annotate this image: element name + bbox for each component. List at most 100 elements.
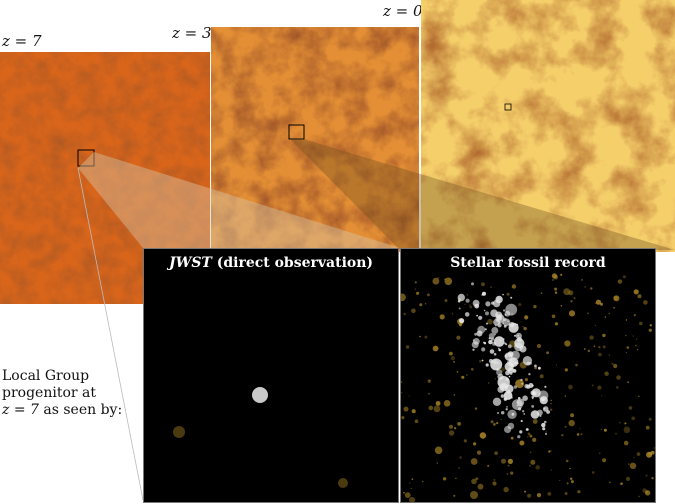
fossil-star-gold <box>533 304 537 309</box>
fossil-star-gold <box>619 421 621 424</box>
fossil-star-gold <box>409 482 411 484</box>
fossil-star-gold <box>616 386 619 389</box>
fossil-star-gold <box>550 469 552 471</box>
fossil-star-gold <box>564 492 568 495</box>
fossil-star-white <box>508 357 519 367</box>
fossil-star-gold <box>625 334 627 337</box>
cosmic-web-snapshot-z0 <box>421 0 675 252</box>
fossil-star-gold <box>564 368 568 372</box>
fossil-star-gold <box>568 384 573 390</box>
fossil-star-gold <box>442 477 447 481</box>
fossil-star-gold <box>635 344 637 347</box>
fossil-star-white <box>474 332 477 336</box>
fossil-star-gold <box>419 303 423 307</box>
fossil-star-white <box>483 342 487 345</box>
fossil-star-white <box>472 348 475 351</box>
fossil-star-gold <box>457 422 461 426</box>
fossil-star-white <box>485 301 491 307</box>
fossil-star-gold <box>646 491 648 493</box>
fossil-star-gold <box>623 426 631 434</box>
fossil-star-gold <box>540 292 543 295</box>
fossil-star-gold <box>604 371 609 376</box>
fossil-star-gold <box>643 300 648 305</box>
redshift-label-z3: z = 3 <box>172 24 212 42</box>
fossil-star-gold <box>570 477 573 480</box>
fossil-star-white <box>471 282 474 286</box>
fossil-star-gold <box>510 471 514 475</box>
fossil-star-gold <box>401 293 406 302</box>
fossil-star-gold <box>639 321 643 326</box>
fossil-star-gold <box>564 395 566 397</box>
fossil-star-white <box>472 299 480 307</box>
fossil-star-gold <box>633 456 635 458</box>
fossil-star-gold <box>613 295 620 302</box>
fossil-star-gold <box>492 481 497 486</box>
fossil-star-gold <box>627 381 630 384</box>
fossil-star-gold <box>487 465 490 467</box>
fossil-star-gold <box>565 459 569 463</box>
fossil-star-gold <box>637 294 642 299</box>
fossil-star-white <box>490 309 498 317</box>
fossil-star-white <box>473 338 480 345</box>
fossil-star-white <box>512 369 517 373</box>
fossil-star-gold <box>494 378 497 380</box>
fossil-star-gold <box>602 333 606 338</box>
fossil-panel: Stellar fossil record <box>400 248 656 503</box>
fossil-star-gold <box>450 356 455 361</box>
fossil-star-gold <box>569 467 571 470</box>
fossil-star-white <box>482 291 486 296</box>
fossil-star-gold <box>449 351 453 356</box>
fossil-star-white <box>505 408 508 411</box>
fossil-star-gold <box>626 346 630 349</box>
fossil-star-gold <box>598 346 601 349</box>
fossil-star-gold <box>550 399 552 402</box>
fossil-star-white <box>500 394 505 398</box>
fossil-star-gold <box>627 463 630 466</box>
fossil-star-white <box>543 420 547 424</box>
fossil-star-gold <box>459 456 462 459</box>
fossil-star-white <box>483 309 486 312</box>
fossil-star-gold <box>411 409 416 414</box>
fossil-star-gold <box>434 446 443 455</box>
caption-line: Local Group <box>2 368 90 384</box>
fossil-star-gold <box>625 476 631 481</box>
caption: Local Group progenitor at z = 7 as seen … <box>2 368 122 419</box>
fossil-star-gold <box>642 488 647 493</box>
fossil-star-gold <box>529 451 532 454</box>
fossil-star-gold <box>409 496 416 502</box>
fossil-star-gold <box>616 375 621 380</box>
fossil-star-gold <box>580 433 583 436</box>
fossil-star-white <box>522 395 528 401</box>
fossil-star-gold <box>453 360 456 363</box>
fossil-star-white <box>545 433 547 435</box>
fossil-star-white <box>488 359 493 363</box>
fossil-star-gold <box>545 431 548 433</box>
fossil-star-gold <box>622 275 626 279</box>
fossil-star-gold <box>554 322 558 326</box>
fossil-star-white <box>534 364 537 368</box>
fossil-star-gold <box>594 324 596 327</box>
fossil-star-gold <box>563 288 571 296</box>
fossil-star-gold <box>591 471 595 474</box>
fossil-star-gold <box>599 452 601 454</box>
fossil-star-gold <box>649 324 652 327</box>
fossil-star-gold <box>469 305 473 309</box>
fossil-star-white <box>498 348 501 352</box>
fossil-star-gold <box>550 402 552 405</box>
fossil-star-gold <box>455 477 457 480</box>
fossil-star-white <box>528 383 534 388</box>
fossil-star-gold <box>416 291 420 295</box>
fossil-star-gold <box>403 491 405 494</box>
fossil-star-gold <box>464 303 466 305</box>
fossil-star-gold <box>653 447 655 449</box>
fossil-star-field <box>401 273 655 502</box>
fossil-star-gold <box>551 314 556 319</box>
fossil-star-gold <box>414 281 417 284</box>
jwst-galaxy-faint <box>338 478 348 488</box>
fossil-star-gold <box>613 363 618 369</box>
fossil-star-gold <box>444 277 453 286</box>
fossil-star-gold <box>424 335 428 339</box>
fossil-star-white <box>492 299 501 308</box>
fossil-star-gold <box>405 345 410 349</box>
fossil-star-gold <box>595 302 597 304</box>
